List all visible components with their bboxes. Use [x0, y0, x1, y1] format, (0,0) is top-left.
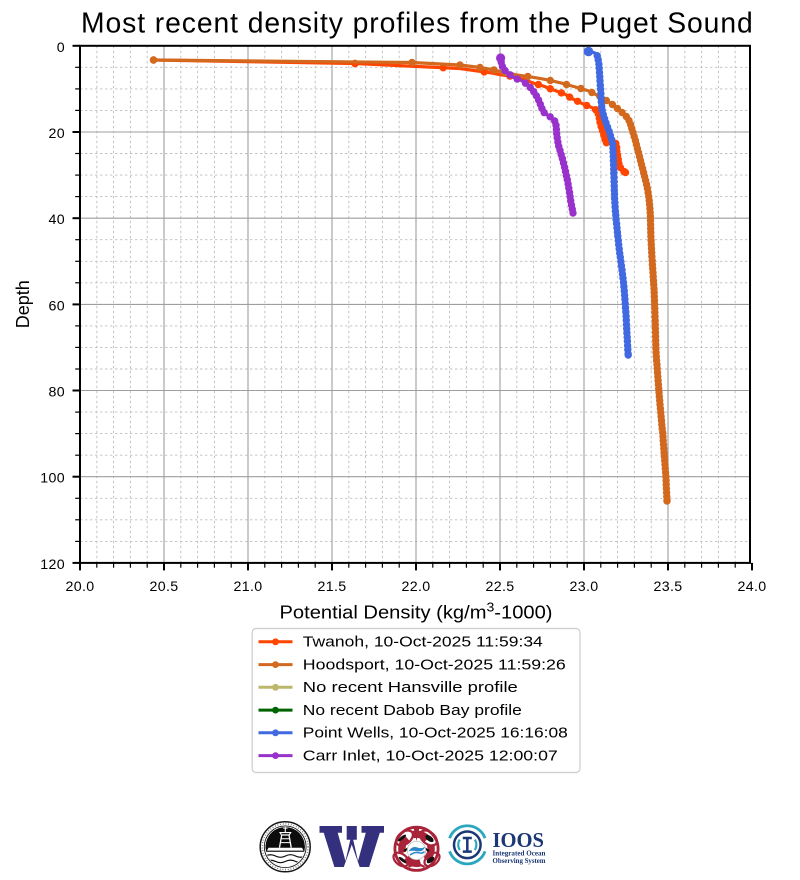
svg-text:23.5: 23.5: [653, 579, 682, 595]
svg-text:No recent Hansville profile: No recent Hansville profile: [303, 679, 518, 696]
svg-text:Hoodsport, 10-Oct-2025 11:59:2: Hoodsport, 10-Oct-2025 11:59:26: [303, 657, 566, 674]
svg-text:No recent Dabob Bay profile: No recent Dabob Bay profile: [303, 702, 522, 719]
svg-text:40: 40: [49, 212, 65, 228]
svg-text:0: 0: [57, 40, 65, 56]
svg-text:24.0: 24.0: [737, 579, 766, 595]
svg-text:60: 60: [49, 298, 65, 314]
svg-text:Potential Density (kg/m3-1000): Potential Density (kg/m 3-1000): [280, 601, 553, 623]
svg-text:Observing System: Observing System: [493, 856, 547, 865]
svg-text:20.0: 20.0: [65, 579, 94, 595]
svg-text:Carr Inlet, 10-Oct-2025 12:00:: Carr Inlet, 10-Oct-2025 12:00:07: [303, 748, 558, 765]
svg-text:Depth: Depth: [13, 280, 33, 328]
svg-text:Point Wells, 10-Oct-2025 16:16: Point Wells, 10-Oct-2025 16:16:08: [303, 725, 568, 742]
svg-text:Twanoh, 10-Oct-2025 11:59:34: Twanoh, 10-Oct-2025 11:59:34: [303, 634, 543, 651]
svg-text:Integrated Ocean: Integrated Ocean: [493, 848, 546, 857]
svg-text:Most recent density profiles f: Most recent density profiles from the Pu…: [81, 7, 754, 39]
svg-text:80: 80: [49, 385, 65, 401]
svg-text:120: 120: [40, 557, 65, 573]
svg-text:22.0: 22.0: [401, 579, 430, 595]
svg-text:21.0: 21.0: [233, 579, 262, 595]
svg-text:22.5: 22.5: [485, 579, 514, 595]
svg-text:23.0: 23.0: [569, 579, 598, 595]
svg-text:20: 20: [49, 126, 65, 142]
svg-text:21.5: 21.5: [317, 579, 346, 595]
svg-text:IOOS: IOOS: [493, 828, 545, 852]
svg-text:100: 100: [40, 471, 65, 487]
svg-text:20.5: 20.5: [149, 579, 178, 595]
